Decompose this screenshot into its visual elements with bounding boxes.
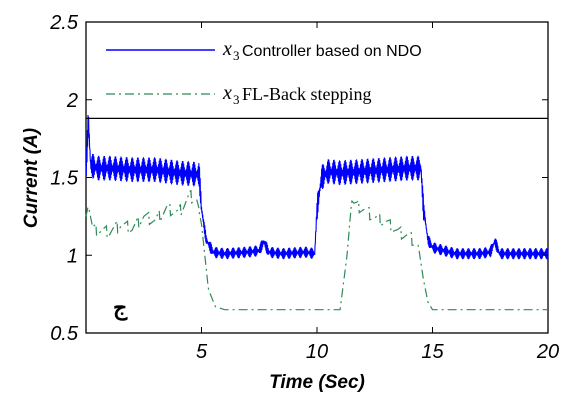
y-tick-label: 1 — [67, 245, 78, 267]
legend-subscript-ndo: 3 — [233, 48, 240, 63]
legend-label-ndo: Controller based on NDO — [242, 43, 422, 60]
y-axis-label: Current (A) — [21, 128, 42, 228]
x-tick-label: 20 — [536, 341, 559, 363]
legend-symbol-ndo: x — [222, 38, 232, 60]
y-tick-label: 1.5 — [50, 168, 79, 190]
x-tick-label: 15 — [421, 341, 444, 363]
legend: x 3 Controller based on NDO x 3 FL-Back … — [106, 38, 422, 107]
series-layer — [85, 114, 549, 311]
plot-frame — [85, 21, 549, 334]
y-tick-label: 0.5 — [50, 323, 79, 345]
ticks-layer: 0.5 1 1.5 2 2.5 5 10 15 20 — [49, 12, 559, 363]
series-line-0 — [85, 114, 549, 260]
chart-annotation: ج — [113, 295, 128, 321]
y-tick-label: 2 — [66, 90, 78, 112]
y-tick-label: 2.5 — [49, 12, 79, 34]
series-line-1 — [85, 189, 548, 311]
legend-label-fl: FL-Back stepping — [242, 84, 371, 104]
x-tick-label: 5 — [196, 341, 208, 363]
x-tick-label: 10 — [306, 341, 328, 363]
x-axis-label: Time (Sec) — [269, 372, 365, 393]
legend-subscript-fl: 3 — [233, 92, 240, 107]
legend-symbol-fl: x — [222, 82, 232, 104]
